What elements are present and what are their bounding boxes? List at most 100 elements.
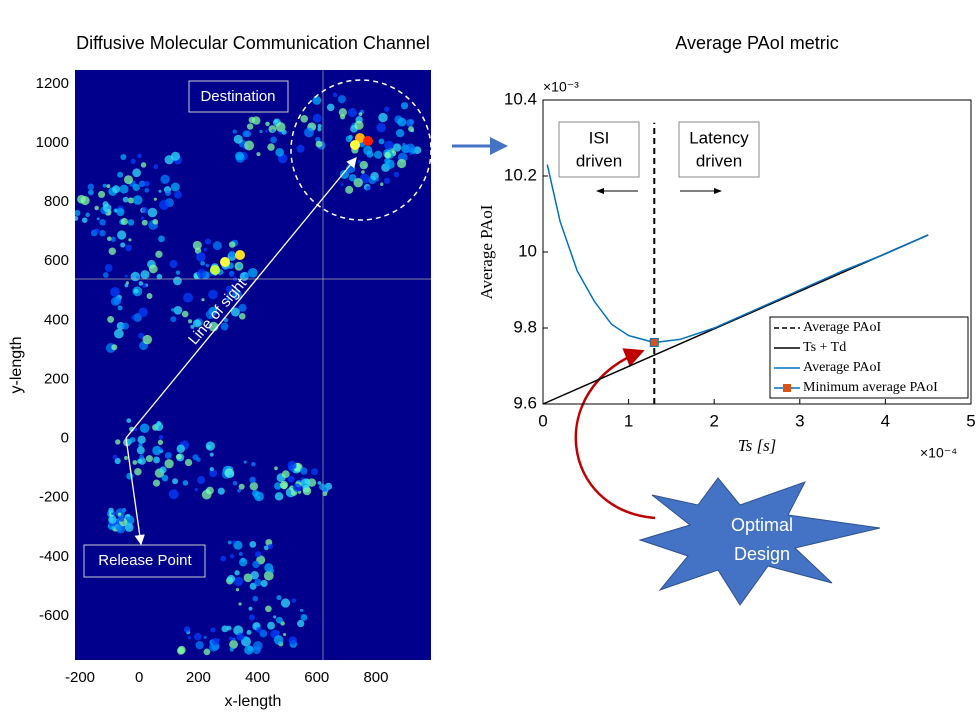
isi-box <box>558 121 640 178</box>
density-blob <box>234 570 240 576</box>
density-blob <box>227 574 236 583</box>
density-blob <box>181 310 189 318</box>
x-tick-label: 4 <box>881 411 890 430</box>
density-blob <box>75 209 81 217</box>
x-tick-label: 5 <box>966 411 975 430</box>
density-blob <box>209 452 214 457</box>
density-blob <box>152 218 159 225</box>
x-exponent: ×10⁻⁴ <box>920 445 957 461</box>
density-blob <box>217 487 225 495</box>
density-blob <box>408 126 414 132</box>
density-blob <box>232 637 236 641</box>
density-blob <box>246 123 254 130</box>
density-blob <box>274 466 278 471</box>
density-blob <box>194 488 198 492</box>
density-blob <box>172 478 179 485</box>
density-blob <box>197 476 206 485</box>
density-blob <box>254 551 262 558</box>
density-blob <box>87 183 95 191</box>
density-blob <box>254 578 262 587</box>
density-blob <box>184 458 193 467</box>
density-blob <box>117 512 122 517</box>
legend-swatch <box>783 384 791 392</box>
density-blob <box>220 322 229 331</box>
density-blob <box>124 523 134 532</box>
density-blob <box>110 296 120 306</box>
density-blob <box>153 164 159 170</box>
density-blob <box>247 267 258 278</box>
density-blob <box>259 129 263 134</box>
density-blob <box>359 160 368 170</box>
density-blob <box>296 144 305 153</box>
y-tick-label: 10.4 <box>504 89 537 108</box>
density-blob <box>104 264 113 272</box>
y-tick-label: 1200 <box>36 75 69 92</box>
left-title: Diffusive Molecular Communication Channe… <box>76 33 430 53</box>
density-blob <box>119 184 129 194</box>
density-blob <box>233 576 244 587</box>
density-blob <box>124 274 128 278</box>
density-blob <box>187 636 192 640</box>
density-blob <box>249 476 256 484</box>
release-box <box>83 544 206 578</box>
density-blob <box>106 184 111 189</box>
density-blob <box>120 153 127 160</box>
density-blob <box>292 483 302 492</box>
density-blob <box>265 121 270 127</box>
density-blob <box>196 268 207 279</box>
density-blob <box>209 466 214 472</box>
density-blob <box>124 283 129 288</box>
density-blob <box>203 648 211 656</box>
y-tick-label: 0 <box>61 430 69 447</box>
density-blob <box>206 444 211 449</box>
density-blob <box>287 475 295 483</box>
density-blob <box>153 197 157 201</box>
density-peak <box>220 257 230 267</box>
heatmap-area <box>75 70 431 660</box>
y-tick-label: 10.2 <box>504 165 537 184</box>
optimal-label: Optimal <box>731 515 793 535</box>
density-blob <box>409 152 413 156</box>
density-blob <box>237 263 243 269</box>
density-blob <box>122 322 129 330</box>
density-blob <box>263 570 274 581</box>
density-blob <box>117 305 123 311</box>
density-blob <box>276 630 280 635</box>
density-blob <box>361 170 365 174</box>
density-blob <box>312 113 322 123</box>
density-blob <box>338 108 347 117</box>
density-blob <box>138 332 145 339</box>
density-blob <box>267 543 273 550</box>
destination-box <box>188 80 289 113</box>
y-tick-label: 9.8 <box>513 317 537 336</box>
density-blob <box>321 486 327 493</box>
density-blob <box>75 215 79 221</box>
density-blob <box>158 189 162 193</box>
density-blob <box>110 287 120 297</box>
density-blob <box>134 468 142 476</box>
density-blob <box>205 310 215 320</box>
density-blob <box>183 292 194 303</box>
legend-label: Ts + Td <box>803 340 846 355</box>
x-tick-label: 0 <box>538 411 547 430</box>
density-blob <box>127 219 135 226</box>
density-blob <box>233 540 243 550</box>
density-blob <box>126 418 132 423</box>
density-blob <box>205 263 210 268</box>
density-blob <box>384 151 391 159</box>
density-blob <box>140 270 150 280</box>
density-blob <box>140 216 144 220</box>
density-blob <box>345 185 354 194</box>
density-blob <box>176 444 185 453</box>
legend-label: Average PAoI <box>803 320 881 335</box>
y-tick-label: -400 <box>39 548 69 565</box>
density-blob <box>317 481 322 485</box>
density-blob <box>201 298 205 302</box>
density-blob <box>397 117 407 127</box>
density-blob <box>402 142 406 147</box>
density-blob <box>252 646 261 655</box>
y-tick-label: 1000 <box>36 134 69 151</box>
heatmap-blobs <box>75 92 422 656</box>
density-blob <box>283 633 287 637</box>
density-blob <box>116 208 125 217</box>
